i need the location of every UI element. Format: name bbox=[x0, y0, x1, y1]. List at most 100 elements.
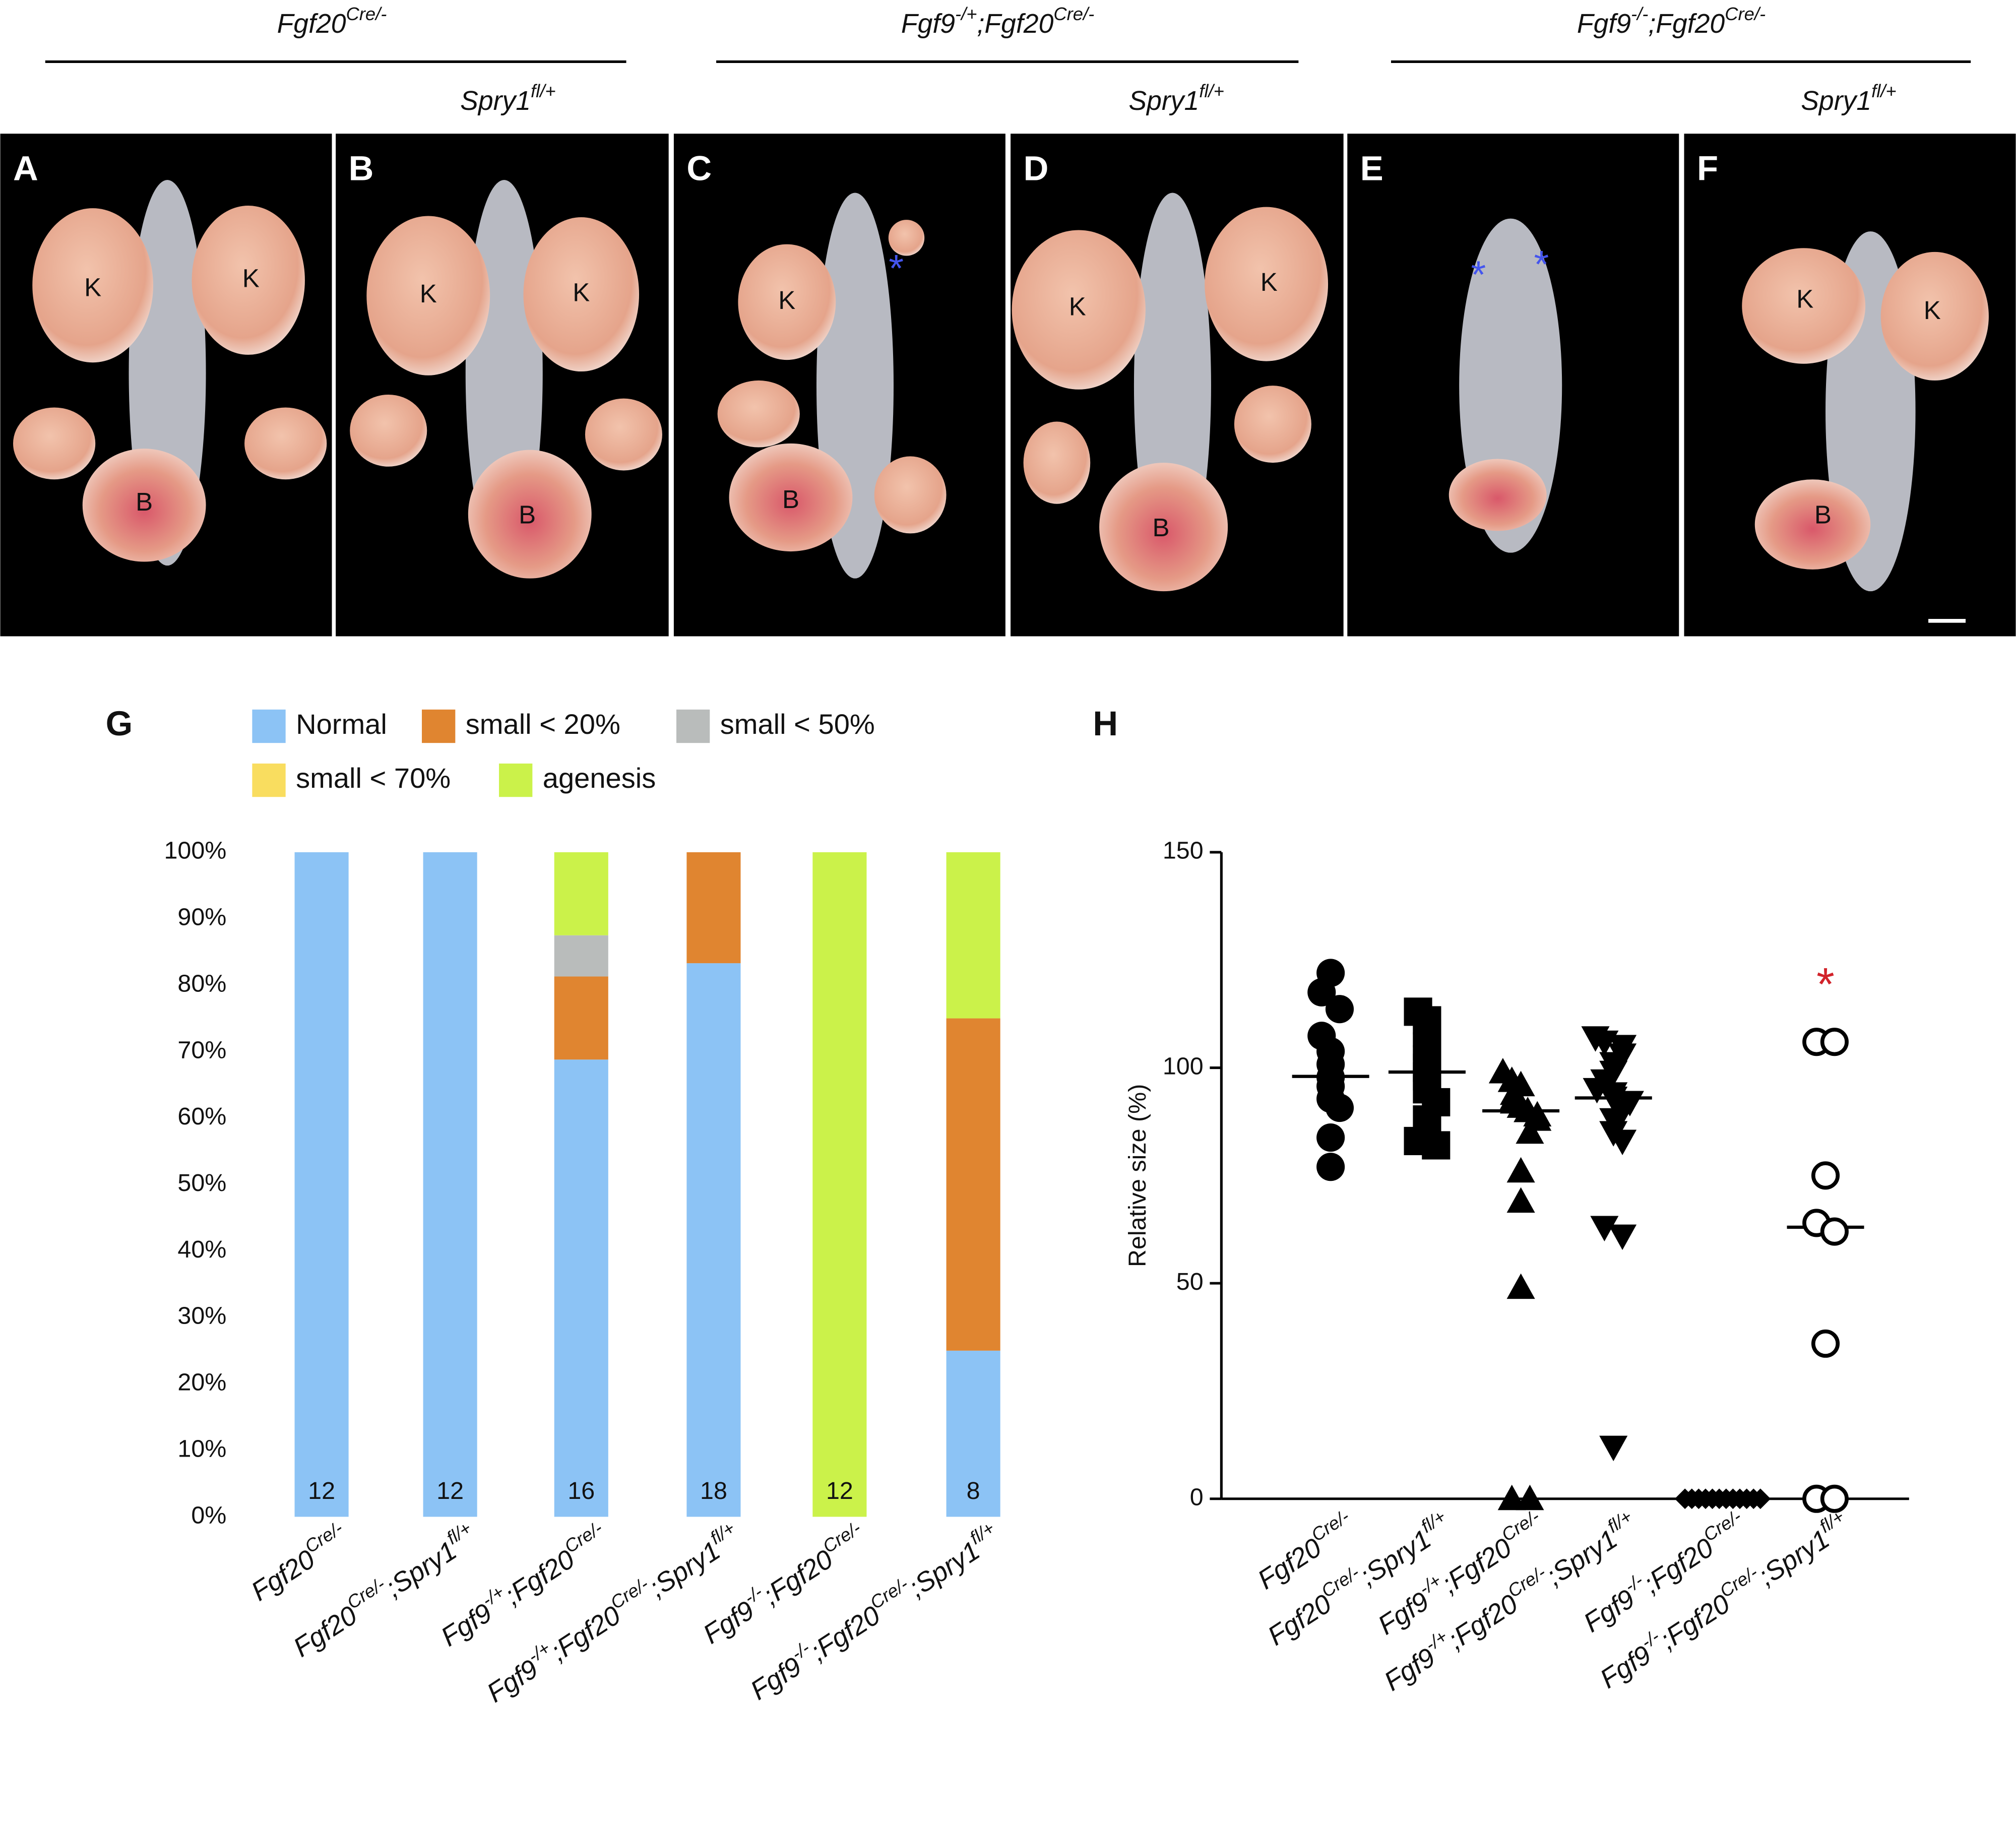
y-tick-label: 50% bbox=[177, 1169, 226, 1197]
point bbox=[1820, 1484, 1849, 1513]
panel-letter: B bbox=[349, 149, 374, 187]
asterisk: * bbox=[889, 247, 904, 290]
genotype-header-part: Cre/- bbox=[1725, 4, 1766, 24]
point bbox=[1307, 978, 1336, 1007]
legend-swatch bbox=[422, 709, 456, 743]
y-axis-label: Relative size (%) bbox=[1124, 1084, 1151, 1267]
y-tick-label: 0% bbox=[191, 1501, 226, 1529]
genotype-header: Fgf9-/-;Fgf20Cre/- bbox=[1577, 4, 1766, 39]
panel-letter: G bbox=[106, 704, 133, 743]
genotype-header-part: Cre/- bbox=[1053, 4, 1094, 24]
organ-label: B bbox=[136, 487, 153, 516]
x-tick-label-part: ;Spry1 bbox=[904, 1536, 985, 1603]
genotype-header: Fgf9-/+;Fgf20Cre/- bbox=[901, 4, 1094, 39]
point bbox=[1599, 1435, 1628, 1462]
bar-segment bbox=[946, 1018, 1000, 1351]
bar-segment bbox=[686, 963, 741, 1517]
y-tick-label: 50 bbox=[1176, 1268, 1204, 1295]
panel-letter: F bbox=[1697, 149, 1718, 187]
x-tick-label-part: ;Fgf20 bbox=[1639, 1533, 1719, 1599]
point bbox=[1599, 1108, 1628, 1134]
organ-label: K bbox=[242, 264, 260, 292]
kidney bbox=[366, 216, 490, 375]
y-tick-label: 60% bbox=[177, 1103, 226, 1130]
point bbox=[1516, 1484, 1544, 1511]
point bbox=[1506, 1187, 1535, 1213]
genotype-header-part: Fgf9 bbox=[901, 9, 955, 39]
point bbox=[1811, 1161, 1840, 1190]
point bbox=[1316, 1123, 1345, 1152]
organ-label: K bbox=[84, 273, 101, 301]
organ-label: K bbox=[1924, 296, 1941, 325]
bar-segment bbox=[294, 852, 349, 1517]
legend-label: Normal bbox=[296, 708, 387, 740]
point bbox=[1590, 1216, 1619, 1242]
kidney bbox=[192, 206, 305, 355]
x-tick-label-part: Fgf20 bbox=[1263, 1589, 1337, 1651]
spry-header-part: fl/+ bbox=[531, 81, 556, 101]
x-tick-label-part: ;Spry1 bbox=[381, 1536, 462, 1603]
genotype-header-part: ;Fgf20 bbox=[977, 9, 1054, 39]
y-tick-label: 90% bbox=[177, 904, 226, 931]
gonad bbox=[13, 407, 96, 480]
n-label: 8 bbox=[967, 1477, 980, 1504]
panel-letter: D bbox=[1024, 149, 1049, 187]
genotype-header-part: Fgf9 bbox=[1577, 9, 1631, 39]
spry-header: Spry1fl/+ bbox=[1801, 81, 1896, 116]
gonad bbox=[1234, 386, 1311, 463]
legend-swatch bbox=[252, 709, 286, 743]
organ-label: K bbox=[1069, 292, 1086, 321]
x-tick-label-part: ;Fgf20 bbox=[1443, 1589, 1524, 1655]
panel-letter: H bbox=[1093, 704, 1118, 743]
x-tick-label-part: ;Fgf20 bbox=[758, 1544, 839, 1611]
legend-swatch bbox=[676, 709, 710, 743]
gonad bbox=[350, 394, 427, 467]
asterisk: * bbox=[1471, 254, 1486, 296]
legend-label: small < 50% bbox=[720, 708, 875, 740]
organ-label: K bbox=[778, 286, 795, 315]
organ-label: B bbox=[782, 485, 799, 514]
legend-swatch bbox=[252, 763, 286, 797]
bladder bbox=[1754, 479, 1871, 570]
point bbox=[1325, 995, 1354, 1024]
point bbox=[1516, 1118, 1544, 1144]
y-tick-label: 100 bbox=[1163, 1052, 1204, 1080]
spry-header-part: Spry1 bbox=[460, 86, 531, 116]
y-tick-label: 0 bbox=[1190, 1484, 1204, 1511]
point bbox=[1497, 1484, 1526, 1511]
x-tick-label-part: Fgf20 bbox=[1252, 1533, 1327, 1595]
point bbox=[1811, 1329, 1840, 1358]
bar-segment bbox=[554, 852, 608, 935]
organ-label: K bbox=[1261, 268, 1278, 296]
bar-segment bbox=[946, 852, 1000, 1019]
x-tick-label-part: ;Spry1 bbox=[1541, 1524, 1623, 1592]
y-tick-label: 10% bbox=[177, 1435, 226, 1462]
gonad bbox=[874, 456, 947, 534]
point bbox=[1820, 1217, 1849, 1246]
bar-segment bbox=[946, 1350, 1000, 1517]
x-tick-label-part: ;Fgf20 bbox=[1655, 1589, 1735, 1655]
x-tick-label: Fgf9-/-;Fgf20Cre/-;Spry1fl/+ bbox=[742, 1518, 1006, 1706]
y-tick-label: 40% bbox=[177, 1236, 226, 1263]
bladder bbox=[82, 449, 206, 562]
point bbox=[1325, 1094, 1354, 1122]
gonad bbox=[244, 407, 327, 480]
organ-label: K bbox=[1796, 284, 1813, 313]
annotation: * bbox=[1816, 959, 1835, 1010]
bar-segment bbox=[423, 852, 477, 1517]
panel-letter: E bbox=[1360, 149, 1383, 187]
y-tick-label: 100% bbox=[164, 837, 226, 864]
legend-label: small < 70% bbox=[296, 762, 451, 794]
spry-header: Spry1fl/+ bbox=[460, 81, 555, 116]
x-tick-label-part: ;Spry1 bbox=[644, 1536, 726, 1603]
x-tick-label: Fgf20Cre/- bbox=[243, 1518, 355, 1607]
organ-label: K bbox=[573, 278, 590, 307]
organ-label: B bbox=[1814, 500, 1832, 529]
point bbox=[1820, 1028, 1849, 1056]
n-label: 18 bbox=[700, 1477, 727, 1504]
genotype-header-part: -/+ bbox=[955, 4, 977, 24]
x-tick-label-part: ;Spry1 bbox=[1753, 1524, 1835, 1592]
point bbox=[1506, 1157, 1535, 1183]
y-tick-label: 20% bbox=[177, 1369, 226, 1396]
